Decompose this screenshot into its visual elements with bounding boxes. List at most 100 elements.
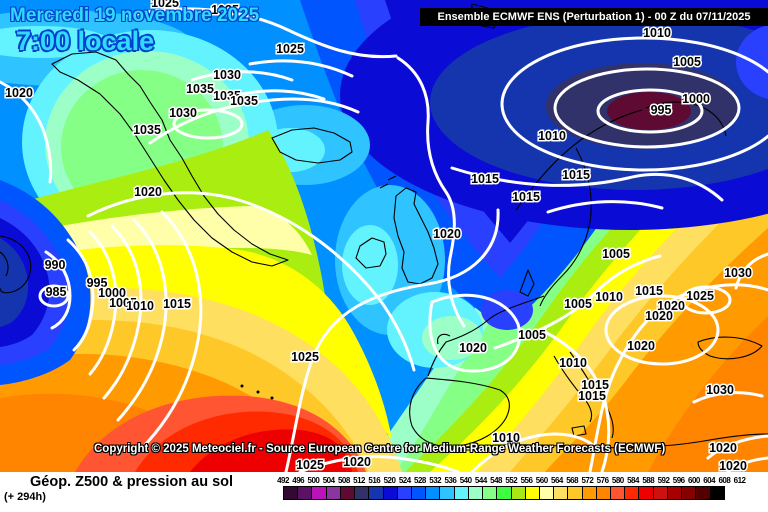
legend-value: 504 <box>322 476 335 485</box>
pressure-label: 1010 <box>595 290 623 304</box>
legend-value: 584 <box>627 476 639 485</box>
product-title: Géop. Z500 & pression au sol <box>30 474 234 490</box>
coastline-iberia <box>409 377 510 448</box>
pressure-label: 985 <box>46 285 67 299</box>
geopotential-legend: 492 496 500 504 508 512 516 520 524 528 532 536 540 5… <box>277 476 757 503</box>
model-run-banner: Ensemble ECMWF ENS (Perturbation 1) - 00… <box>420 8 768 26</box>
pressure-label: 1010 <box>538 129 566 143</box>
legend-value: 520 <box>383 476 396 485</box>
legend-value: 612 <box>733 476 746 485</box>
isobar-1030-east <box>734 252 768 290</box>
isobar-1005-low <box>553 67 741 149</box>
legend-cell <box>652 486 668 500</box>
pressure-label: 1010 <box>643 26 671 40</box>
isobars <box>0 7 768 472</box>
coastlines <box>0 3 768 453</box>
legend-cell <box>496 486 512 500</box>
legend-value: 552 <box>505 476 518 485</box>
pressure-label: 1035 <box>133 123 161 137</box>
isobar-1020-france-loop <box>428 293 522 373</box>
pressure-label: 1030 <box>724 266 752 280</box>
pressure-label: 1030 <box>706 383 734 397</box>
isobar-1030-southeast <box>692 391 764 404</box>
isobar-1010-low <box>500 36 768 172</box>
legend-value: 532 <box>429 476 442 485</box>
geopotential-field <box>0 0 768 472</box>
pressure-label: 1020 <box>709 441 737 455</box>
pressure-label: 990 <box>45 258 66 272</box>
legend-cell <box>325 486 341 500</box>
coastline-italy <box>553 355 593 437</box>
isobar-985-loop <box>38 284 70 308</box>
legend-cell <box>553 486 569 500</box>
pressure-label: 1015 <box>163 297 191 311</box>
isobar-1030-iceland <box>148 97 360 145</box>
isobar-1025-top2 <box>248 59 354 78</box>
pressure-label: 1010 <box>126 299 154 313</box>
legend-value: 592 <box>657 476 670 485</box>
pressure-label: 1010 <box>559 356 587 370</box>
pressure-label: 1025 <box>276 42 304 56</box>
local-time-title: 7:00 locale <box>16 26 155 56</box>
legend-value: 536 <box>444 476 457 485</box>
isobar-1025-top <box>126 7 398 59</box>
pressure-label: 1020 <box>459 341 487 355</box>
legend-cell <box>467 486 484 500</box>
pressure-label: 1010 <box>492 431 520 445</box>
pressure-label: 1020 <box>343 455 371 469</box>
isobar-1015-northsea2 <box>546 200 664 214</box>
legend-value: 528 <box>414 476 426 485</box>
coastline-iceland <box>271 127 353 164</box>
pressure-label: 1005 <box>564 297 592 311</box>
legend-value: 604 <box>703 476 716 485</box>
pressure-label: 1005 <box>602 247 630 261</box>
coastline-black-sea <box>697 336 763 360</box>
pressure-label: 1015 <box>471 172 499 186</box>
isobar-1020-br2 <box>726 456 768 472</box>
footer-bar: Géop. Z500 & pression au sol (+ 294h) 49… <box>0 472 768 512</box>
isobar-1025-loop-east <box>680 285 732 315</box>
legend-value: 496 <box>292 476 305 485</box>
legend-value: 576 <box>596 476 609 485</box>
weather-map: 1025 1025 1025 1020 1030 1035 1035 1035 1030 1035… <box>0 0 768 472</box>
pressure-label: 1020 <box>657 299 685 313</box>
legend-cell <box>638 486 654 500</box>
coastline-uk <box>379 175 439 285</box>
isobar-1010-med <box>470 432 596 472</box>
isobar-1015 <box>138 210 203 452</box>
legend-cell <box>410 486 427 500</box>
pressure-label: 1000 <box>682 92 710 106</box>
isobar-1015-northsea <box>450 166 724 202</box>
legend-cell <box>510 486 526 500</box>
pressure-label: 1035 <box>213 89 241 103</box>
legend-cell <box>524 486 540 500</box>
pressure-label: 1025 <box>291 350 319 364</box>
pressure-label: 1035 <box>186 82 214 96</box>
pressure-label: 1015 <box>512 190 540 204</box>
pressure-label: 1015 <box>581 378 609 392</box>
legend-cell <box>382 486 398 500</box>
legend-value: 572 <box>581 476 594 485</box>
legend-value: 556 <box>520 476 533 485</box>
legend-cell <box>311 486 327 500</box>
coastline-north-africa <box>417 433 768 453</box>
legend-cell <box>482 486 498 500</box>
isobar-1035-arc <box>236 89 326 101</box>
legend-value: 492 <box>277 476 289 485</box>
coastline-west-europe <box>427 295 545 377</box>
legend-value: 560 <box>535 476 548 485</box>
isobar-1030-arc <box>190 70 294 82</box>
date-title: Mercredi 19 novembre 2025 <box>10 5 260 26</box>
pressure-label: 1015 <box>635 284 663 298</box>
legend-values: 492 496 500 504 508 512 516 520 524 528 532 536 540 5… <box>277 476 757 485</box>
coastline-ireland <box>355 237 387 269</box>
isobar-1000 <box>88 230 118 376</box>
coastline-denmark <box>519 269 535 297</box>
pressure-label: 1015 <box>578 389 606 403</box>
legend-value: 508 <box>337 476 350 485</box>
legend-value: 596 <box>672 476 685 485</box>
isobar-1000-low <box>596 88 704 134</box>
